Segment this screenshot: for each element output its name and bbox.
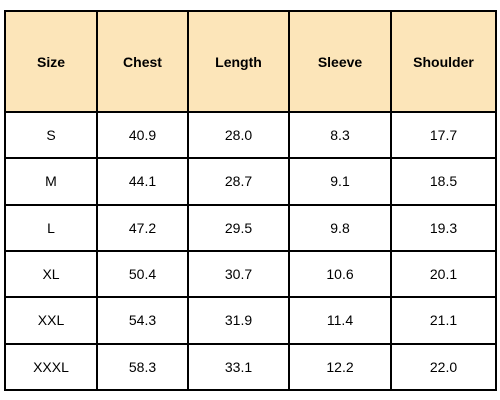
cell-shoulder: 19.3 — [390, 203, 497, 252]
header-chest: Chest — [96, 10, 189, 113]
cell-size: M — [4, 157, 98, 206]
cell-chest: 50.4 — [96, 249, 189, 299]
cell-shoulder: 18.5 — [390, 157, 497, 206]
cell-size: XXXL — [4, 342, 98, 392]
cell-length: 28.7 — [187, 157, 290, 206]
size-chart-table: Size Chest Length Sleeve Shoulder S 40.9… — [4, 10, 497, 392]
cell-chest: 58.3 — [96, 342, 189, 392]
cell-sleeve: 12.2 — [288, 342, 392, 392]
table-row: L 47.2 29.5 9.8 19.3 — [4, 203, 497, 252]
cell-sleeve: 9.8 — [288, 203, 392, 252]
cell-sleeve: 8.3 — [288, 110, 392, 160]
cell-sleeve: 10.6 — [288, 249, 392, 299]
table-header: Size Chest Length Sleeve Shoulder — [4, 10, 497, 113]
cell-length: 30.7 — [187, 249, 290, 299]
table-row: M 44.1 28.7 9.1 18.5 — [4, 157, 497, 206]
cell-chest: 44.1 — [96, 157, 189, 206]
cell-length: 28.0 — [187, 110, 290, 160]
cell-size: XXL — [4, 296, 98, 345]
cell-shoulder: 17.7 — [390, 110, 497, 160]
cell-sleeve: 9.1 — [288, 157, 392, 206]
cell-chest: 47.2 — [96, 203, 189, 252]
cell-shoulder: 21.1 — [390, 296, 497, 345]
table-row: XXXL 58.3 33.1 12.2 22.0 — [4, 342, 497, 392]
cell-shoulder: 22.0 — [390, 342, 497, 392]
table-row: XL 50.4 30.7 10.6 20.1 — [4, 249, 497, 299]
cell-length: 33.1 — [187, 342, 290, 392]
cell-shoulder: 20.1 — [390, 249, 497, 299]
cell-size: S — [4, 110, 98, 160]
cell-size: L — [4, 203, 98, 252]
table-body: S 40.9 28.0 8.3 17.7 M 44.1 28.7 9.1 18.… — [4, 110, 497, 392]
cell-sleeve: 11.4 — [288, 296, 392, 345]
header-shoulder: Shoulder — [390, 10, 497, 113]
cell-length: 31.9 — [187, 296, 290, 345]
header-size: Size — [4, 10, 98, 113]
table-row: XXL 54.3 31.9 11.4 21.1 — [4, 296, 497, 345]
header-sleeve: Sleeve — [288, 10, 392, 113]
cell-chest: 40.9 — [96, 110, 189, 160]
header-length: Length — [187, 10, 290, 113]
header-row: Size Chest Length Sleeve Shoulder — [4, 10, 497, 113]
cell-length: 29.5 — [187, 203, 290, 252]
cell-size: XL — [4, 249, 98, 299]
cell-chest: 54.3 — [96, 296, 189, 345]
table-row: S 40.9 28.0 8.3 17.7 — [4, 110, 497, 160]
